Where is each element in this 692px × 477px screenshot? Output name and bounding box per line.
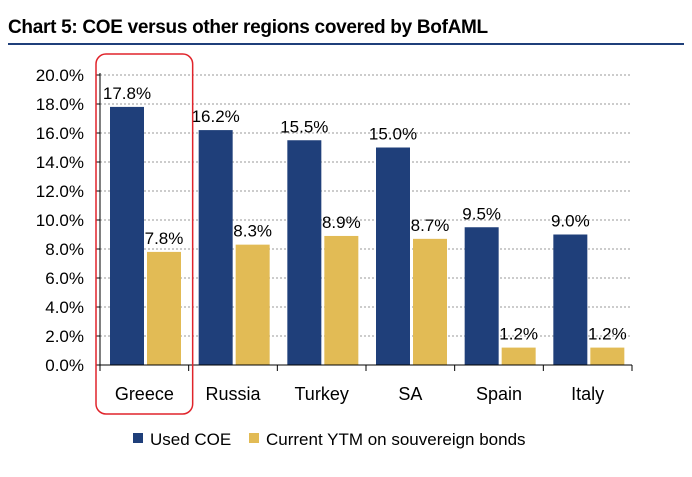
x-tick-label: Turkey — [294, 384, 348, 404]
x-tick-label: SA — [398, 384, 422, 404]
x-tick-label: Italy — [571, 384, 604, 404]
bar-current-ytm-spain — [501, 347, 536, 365]
bar-used-coe-turkey — [287, 140, 322, 365]
y-tick-label: 6.0% — [45, 269, 84, 288]
data-label: 9.5% — [462, 204, 501, 223]
data-label: 8.7% — [411, 216, 450, 235]
data-label: 8.9% — [322, 213, 361, 232]
y-tick-label: 4.0% — [45, 298, 84, 317]
data-label: 15.5% — [280, 117, 328, 136]
y-tick-label: 0.0% — [45, 356, 84, 375]
data-labels: 17.8% 16.2% 15.5% 15.0% 9.5% 9.0% 7.8% 8.3% 8.9%… — [103, 84, 627, 344]
bar-used-coe-sa — [376, 147, 410, 365]
bar-used-coe-russia — [198, 130, 233, 365]
x-tick-label: Russia — [205, 384, 261, 404]
bar-used-coe-greece — [110, 106, 144, 366]
data-label: 15.0% — [369, 125, 417, 144]
axes — [96, 73, 633, 371]
y-tick-label: 18.0% — [36, 95, 84, 114]
bar-current-ytm-italy — [590, 347, 625, 365]
bar-used-coe-spain — [464, 227, 499, 365]
x-tick-label: Greece — [115, 384, 174, 404]
bar-current-ytm-russia — [235, 244, 270, 365]
y-tick-label: 12.0% — [36, 182, 84, 201]
y-axis-ticks: 0.0% 2.0% 4.0% 6.0% 8.0% 10.0% 12.0% 14.0% 16.0%… — [36, 66, 84, 375]
highlight-layer — [95, 53, 194, 415]
bar-used-coe-italy — [553, 234, 588, 365]
y-tick-label: 2.0% — [45, 327, 84, 346]
legend: Used COE Current YTM on souvereign bonds — [133, 430, 526, 449]
data-label: 8.3% — [233, 222, 272, 241]
title-rule — [8, 43, 684, 45]
x-axis-ticks: Greece Russia Turkey SA Spain Italy — [115, 384, 604, 404]
bar-current-ytm-sa — [413, 238, 447, 365]
legend-label: Current YTM on souvereign bonds — [266, 430, 526, 449]
data-label: 17.8% — [103, 84, 151, 103]
x-tick-label: Spain — [476, 384, 522, 404]
highlight-box — [95, 53, 194, 415]
data-label: 16.2% — [192, 107, 240, 126]
y-tick-label: 20.0% — [36, 66, 84, 85]
data-label: 9.0% — [551, 212, 590, 231]
bar-current-ytm-greece — [147, 251, 181, 365]
bars — [110, 106, 625, 366]
data-label: 1.2% — [588, 325, 627, 344]
data-label: 7.8% — [145, 229, 184, 248]
y-tick-label: 14.0% — [36, 153, 84, 172]
y-tick-label: 10.0% — [36, 211, 84, 230]
chart-title: Chart 5: COE versus other regions covere… — [8, 17, 488, 38]
legend-swatch — [249, 433, 259, 443]
legend-label: Used COE — [150, 430, 231, 449]
gridlines — [100, 74, 632, 337]
y-tick-label: 8.0% — [45, 240, 84, 259]
data-label: 1.2% — [499, 325, 538, 344]
bar-current-ytm-turkey — [324, 235, 359, 365]
legend-swatch — [133, 433, 143, 443]
y-tick-label: 16.0% — [36, 124, 84, 143]
